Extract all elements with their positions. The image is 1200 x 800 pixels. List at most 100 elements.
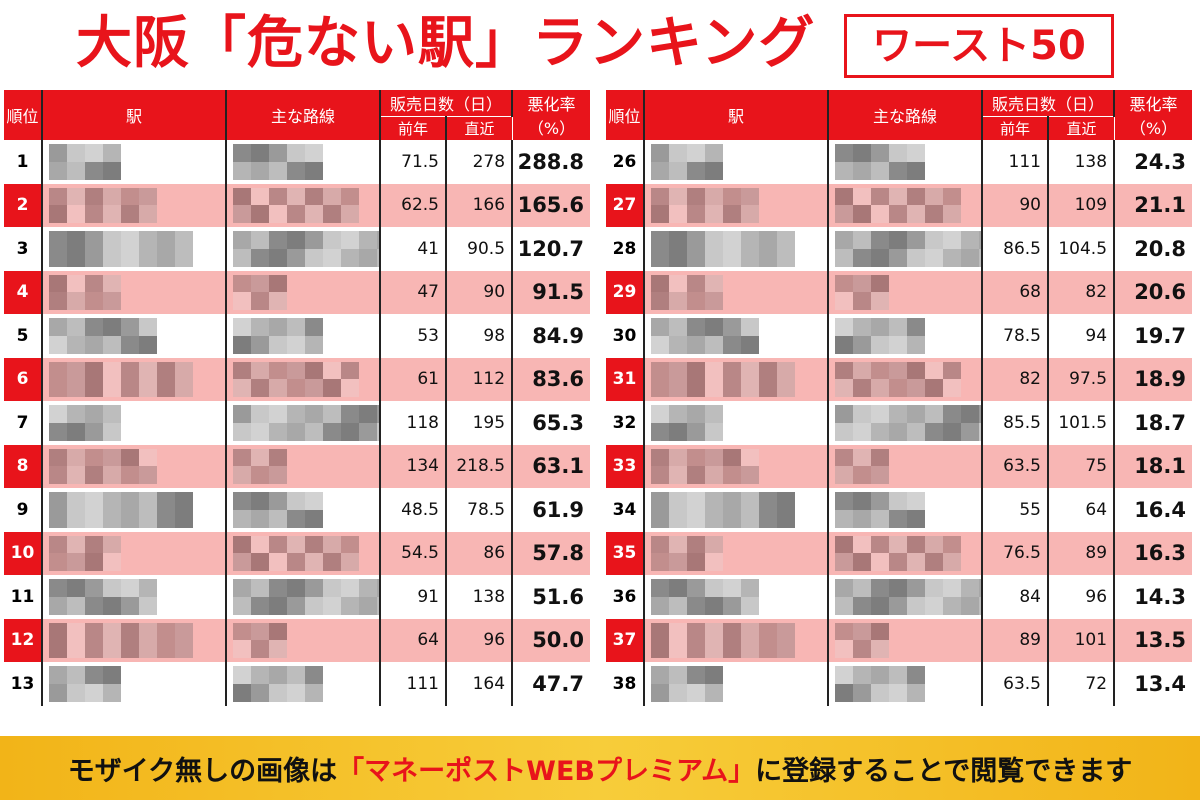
header-sales-days: 販売日数（日） xyxy=(982,90,1116,116)
worsening-rate-cell: 18.9 xyxy=(1134,367,1187,392)
worsening-rate-cell: 120.7 xyxy=(517,236,585,261)
mosaic-blur xyxy=(49,144,121,180)
recent-cell: 195 xyxy=(446,401,514,445)
line-cell-mosaic xyxy=(226,270,381,314)
mosaic-blur xyxy=(233,144,323,180)
line-cell-mosaic xyxy=(828,662,983,706)
line-cell-mosaic xyxy=(828,183,983,227)
worsening-rate-cell: 20.6 xyxy=(1134,280,1187,305)
station-cell-mosaic xyxy=(42,140,227,184)
table-row: 1 71.5 278 288.8 xyxy=(4,140,590,184)
recent-cell: 64 xyxy=(1048,488,1116,532)
mosaic-blur xyxy=(233,231,378,267)
recent-cell: 278 xyxy=(446,140,514,184)
table-row: 6 61 112 83.6 xyxy=(4,357,591,401)
table-row: 28 86.5 104.5 20.8 xyxy=(606,227,1192,271)
header-recent: 直近 xyxy=(446,115,513,140)
banner-text: モザイク無しの画像は「マネーポストWEBプレミアム」に登録することで閲覧できます xyxy=(68,749,1133,788)
prev-year-cell: 90 xyxy=(982,183,1049,227)
recent-cell: 138 xyxy=(446,575,514,619)
mosaic-blur xyxy=(835,492,925,528)
header-recent: 直近 xyxy=(1048,115,1115,140)
prev-year-cell: 63.5 xyxy=(982,662,1049,706)
ranking-table-right: 順位 駅 主な路線 販売日数（日） 悪化率 （%） 前年 直近 26 111 138… xyxy=(606,90,1193,706)
table-row: 12 64 96 50.0 xyxy=(4,618,591,662)
prev-year-cell: 111 xyxy=(982,140,1049,184)
line-cell-mosaic xyxy=(828,227,983,271)
rank-cell: 26 xyxy=(606,140,645,184)
mosaic-blur xyxy=(835,361,961,397)
banner-text-before: モザイク無しの画像は xyxy=(67,755,338,787)
worsening-rate-cell: 24.3 xyxy=(1134,149,1187,174)
worsening-rate-cell: 91.5 xyxy=(532,280,585,305)
header-prev-year: 前年 xyxy=(380,115,447,140)
station-cell-mosaic xyxy=(42,531,227,575)
worsening-rate-cell: 16.4 xyxy=(1134,497,1187,522)
line-cell-mosaic xyxy=(828,444,983,488)
premium-banner[interactable]: モザイク無しの画像は「マネーポストWEBプレミアム」に登録することで閲覧できます xyxy=(0,736,1200,800)
prev-year-cell: 64 xyxy=(380,618,447,662)
worsening-rate-cell: 19.7 xyxy=(1134,323,1187,348)
recent-cell: 166 xyxy=(446,183,514,227)
recent-cell: 75 xyxy=(1048,444,1116,488)
station-cell-mosaic xyxy=(644,444,829,488)
banner-text-after: に登録することで閲覧できます xyxy=(755,755,1133,787)
table-row: 34 55 64 16.4 xyxy=(606,488,1192,532)
mosaic-blur xyxy=(49,666,121,702)
header-station: 駅 xyxy=(42,90,227,140)
header-rank: 順位 xyxy=(4,90,43,140)
line-cell-mosaic xyxy=(828,401,983,445)
table-row: 27 90 109 21.1 xyxy=(606,183,1193,227)
line-cell-mosaic xyxy=(226,444,381,488)
station-cell-mosaic xyxy=(644,270,829,314)
recent-cell: 86 xyxy=(446,531,514,575)
worsening-rate-cell: 50.0 xyxy=(532,628,585,653)
prev-year-cell: 85.5 xyxy=(982,401,1049,445)
mosaic-blur xyxy=(49,318,157,354)
prev-year-cell: 118 xyxy=(380,401,447,445)
station-cell-mosaic xyxy=(42,444,227,488)
line-cell-mosaic xyxy=(226,227,381,271)
rank-cell: 38 xyxy=(606,662,645,706)
mosaic-blur xyxy=(835,579,980,615)
mosaic-blur xyxy=(233,274,287,310)
station-cell-mosaic xyxy=(42,227,227,271)
line-cell-mosaic xyxy=(828,488,983,532)
prev-year-cell: 86.5 xyxy=(982,227,1049,271)
table-row: 33 63.5 75 18.1 xyxy=(606,444,1193,488)
prev-year-cell: 76.5 xyxy=(982,531,1049,575)
mosaic-blur xyxy=(651,622,795,658)
rank-cell: 28 xyxy=(606,227,645,271)
recent-cell: 138 xyxy=(1048,140,1116,184)
mosaic-blur xyxy=(233,318,323,354)
header-line: 主な路線 xyxy=(226,90,381,140)
mosaic-blur xyxy=(233,579,378,615)
worsening-rate-cell: 63.1 xyxy=(532,454,585,479)
worsening-rate-cell: 16.3 xyxy=(1134,541,1187,566)
recent-cell: 109 xyxy=(1048,183,1116,227)
rank-cell: 36 xyxy=(606,575,645,619)
station-cell-mosaic xyxy=(42,183,227,227)
line-cell-mosaic xyxy=(226,401,381,445)
mosaic-blur xyxy=(651,187,759,223)
worsening-rate-cell: 288.8 xyxy=(517,149,585,174)
rank-cell: 10 xyxy=(4,531,43,575)
mosaic-blur xyxy=(49,231,193,267)
mosaic-blur xyxy=(49,274,121,310)
table-row: 13 111 164 47.7 xyxy=(4,662,590,706)
worsening-rate-cell: 18.7 xyxy=(1134,410,1187,435)
banner-service-name[interactable]: 「マネーポストWEBプレミアム」 xyxy=(337,755,756,787)
station-cell-mosaic xyxy=(42,401,227,445)
mosaic-blur xyxy=(651,579,759,615)
station-cell-mosaic xyxy=(42,314,227,358)
header-rate-label: 悪化率 xyxy=(1129,95,1178,114)
station-cell-mosaic xyxy=(42,575,227,619)
recent-cell: 90 xyxy=(446,270,514,314)
table-row: 38 63.5 72 13.4 xyxy=(606,662,1192,706)
table-row: 10 54.5 86 57.8 xyxy=(4,531,591,575)
station-cell-mosaic xyxy=(644,618,829,662)
rank-cell: 33 xyxy=(606,444,645,488)
table-row: 26 111 138 24.3 xyxy=(606,140,1192,184)
prev-year-cell: 41 xyxy=(380,227,447,271)
header-rank: 順位 xyxy=(606,90,645,140)
